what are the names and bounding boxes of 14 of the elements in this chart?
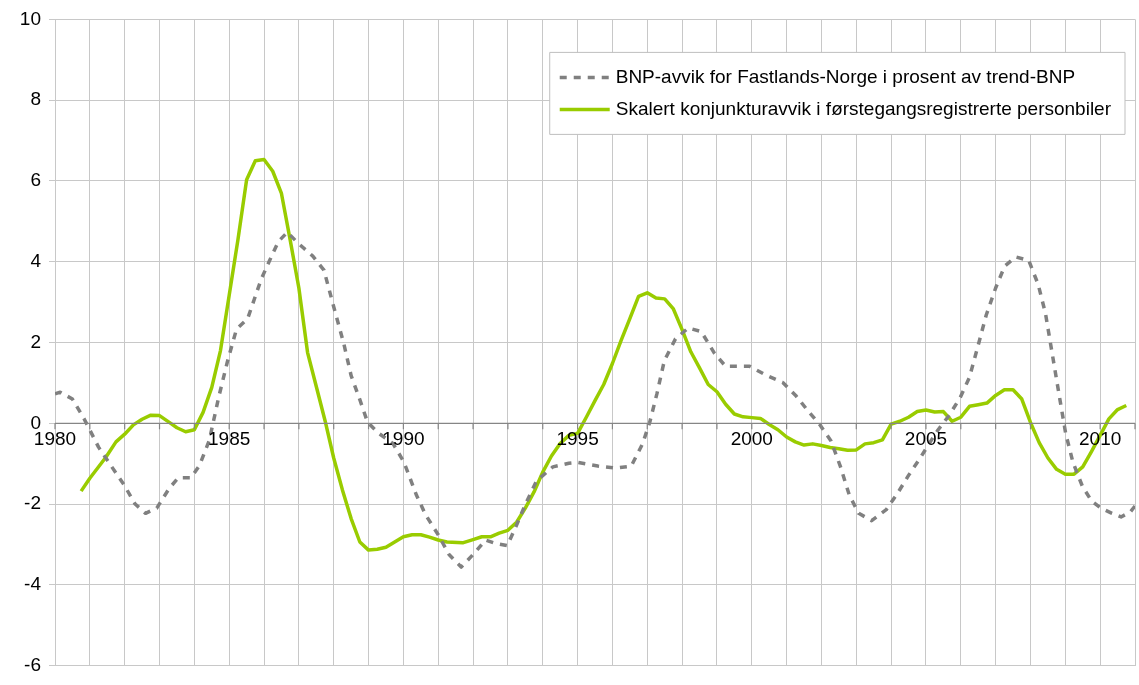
y-tick-label: 8 [30, 88, 41, 110]
x-tick-label: 2005 [904, 428, 948, 450]
y-tick-label: -4 [24, 573, 42, 595]
y-tick-label: 4 [30, 249, 42, 271]
legend-label: BNP-avvik for Fastlands-Norge i prosent av trend-BNP [615, 65, 1076, 87]
legend-label: Skalert konjunkturavvik i førstegangsregistrerte personbiler [615, 97, 1112, 119]
x-tick-label: 2000 [730, 428, 773, 450]
x-tick-label: 1985 [208, 428, 251, 450]
y-tick-label: 2 [30, 330, 41, 352]
x-tick-label: 1990 [382, 428, 425, 450]
y-tick-label: -6 [24, 653, 41, 675]
y-tick-label: -2 [24, 492, 41, 514]
y-tick-label: 10 [19, 7, 41, 29]
y-tick-label: 6 [30, 169, 41, 191]
